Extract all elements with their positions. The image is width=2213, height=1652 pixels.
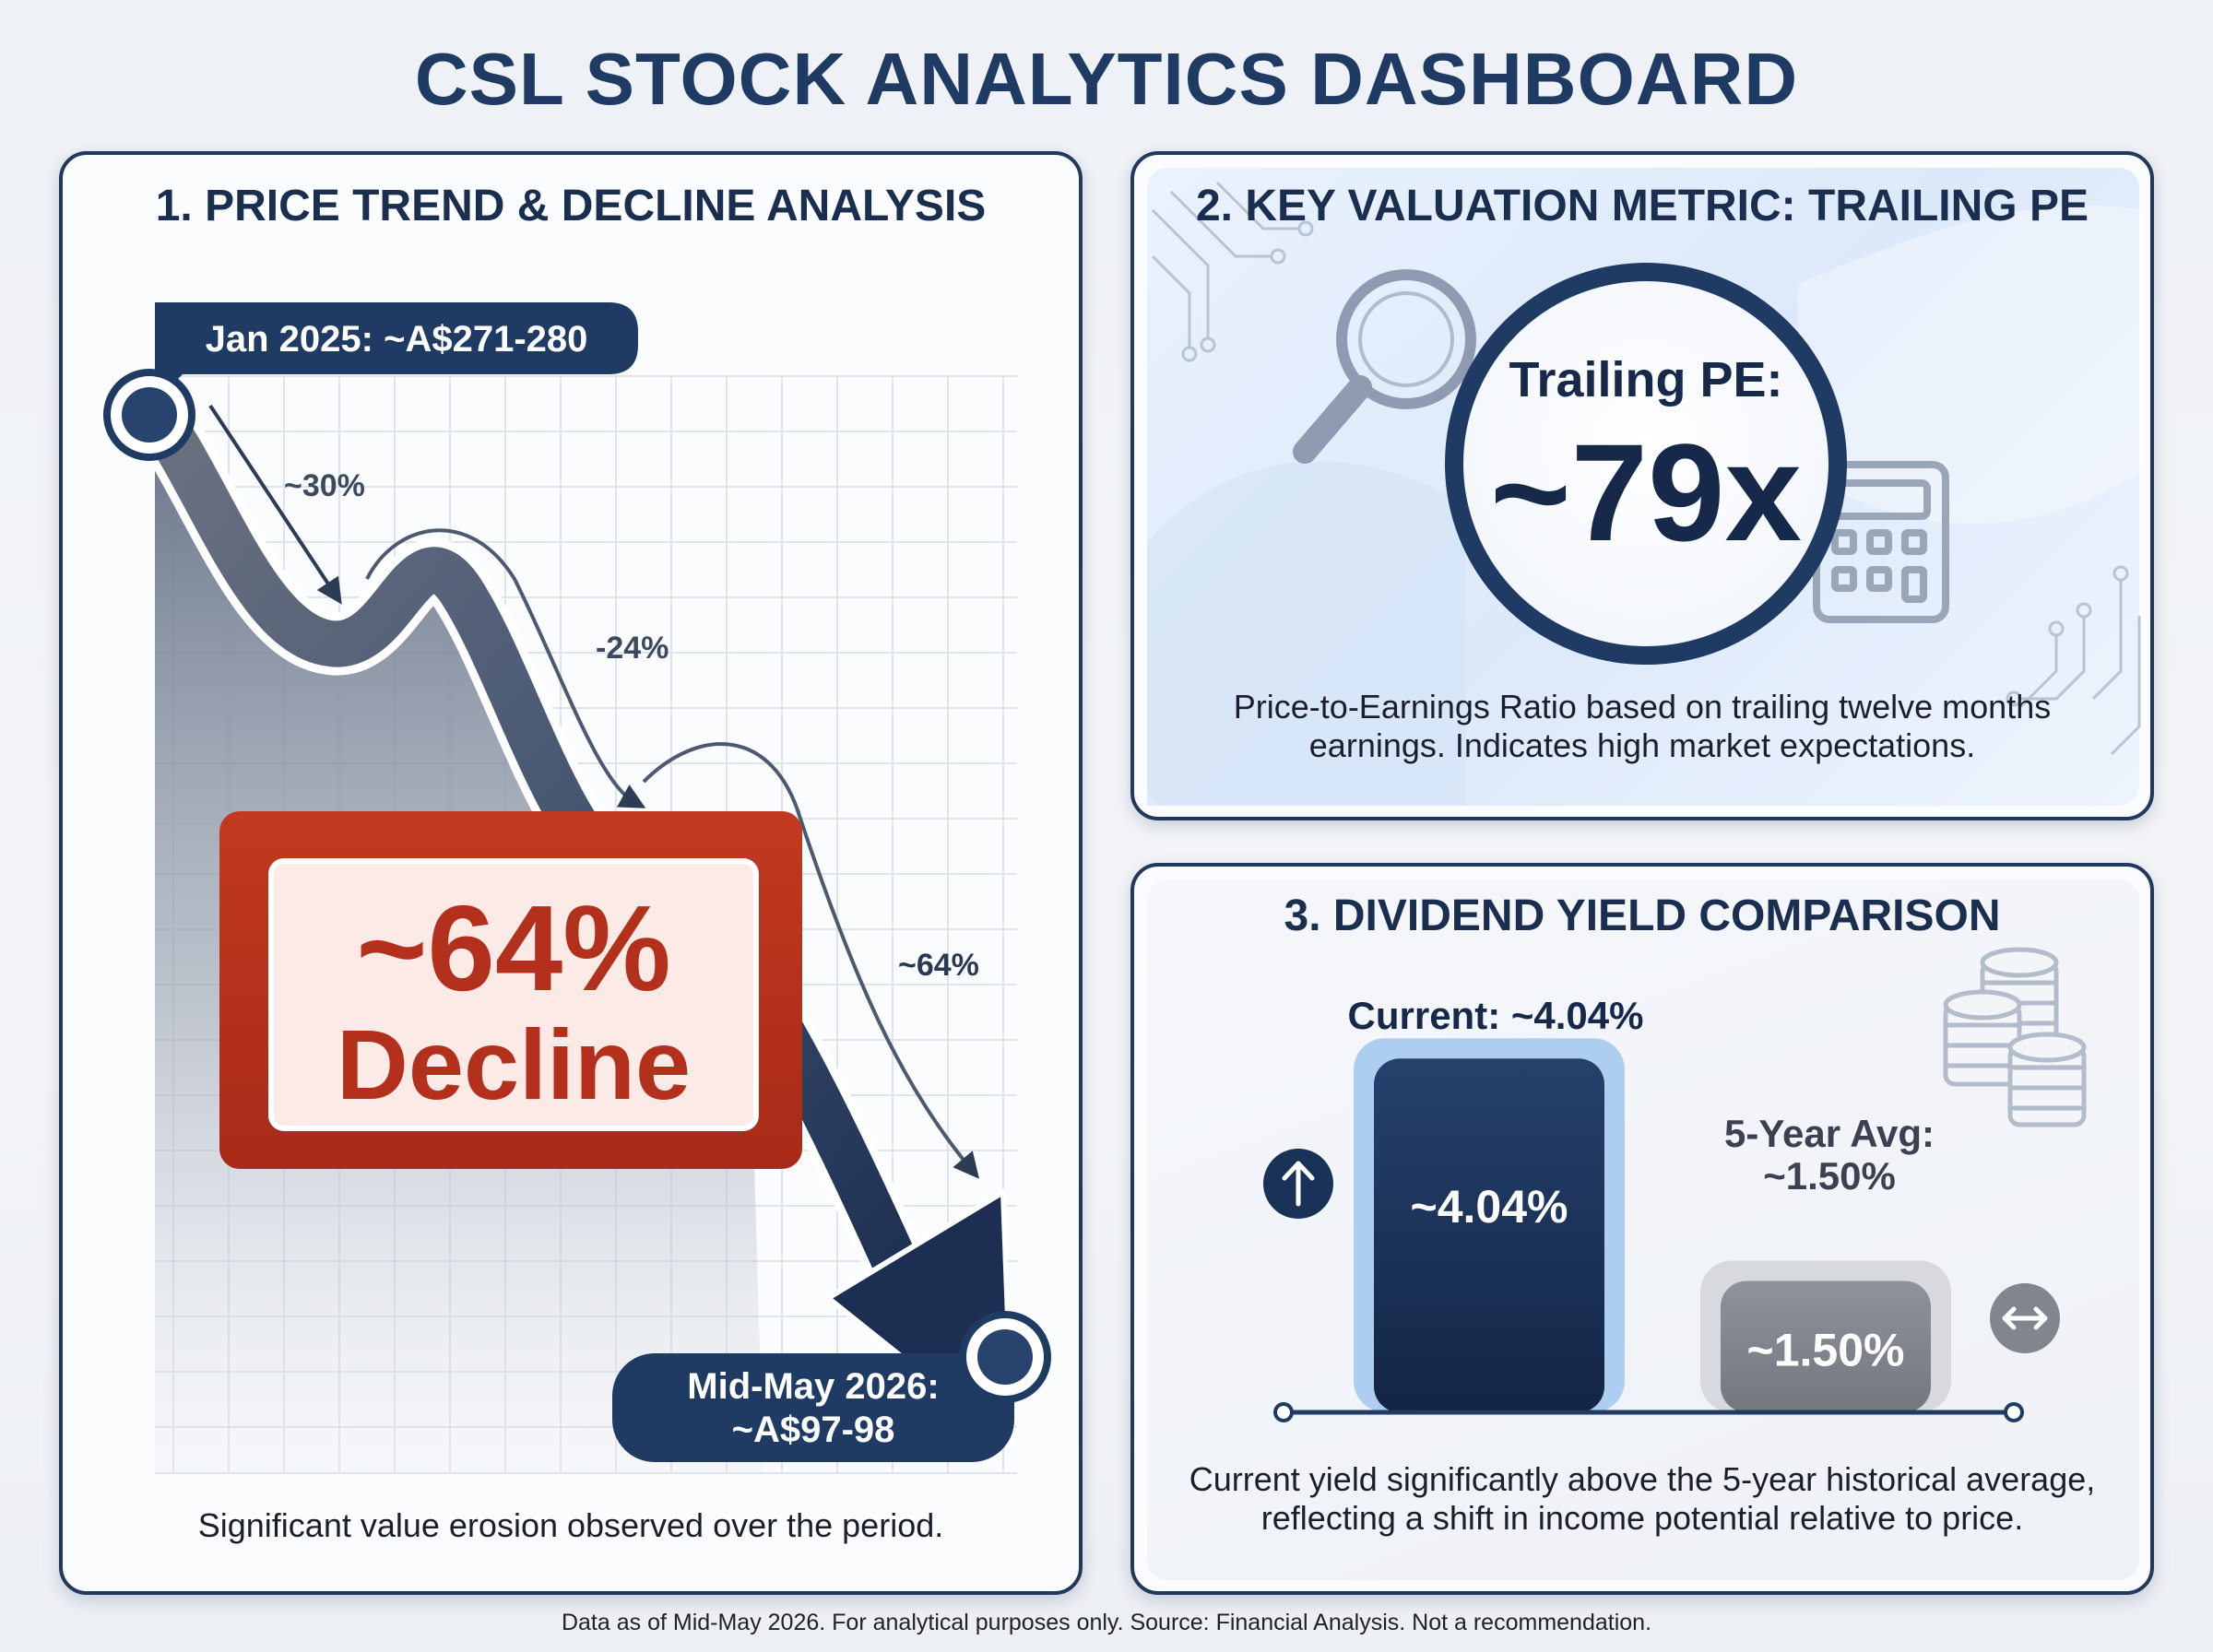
bar-current-value: ~4.04%	[1411, 1181, 1568, 1233]
magnifier-icon	[1293, 269, 1476, 464]
price-trend-chart: ~30% -24% ~64% ~64% Decline Jan 2025: ~A…	[103, 302, 1051, 1474]
current-yield-label: Current: ~4.04%	[1348, 994, 1644, 1037]
decline-percent: ~64%	[356, 880, 670, 1016]
pe-caption-line1: Price-to-Earnings Ratio based on trailin…	[1233, 688, 2052, 726]
pe-wave	[1147, 461, 1466, 806]
end-price-label: Mid-May 2026: ~A$97-98	[612, 1353, 1014, 1462]
dividend-caption-line2: reflecting a shift in income potential r…	[1260, 1499, 2024, 1537]
bar-current	[1374, 1058, 1604, 1412]
price-trend-panel: 1. PRICE TREND & DECLINE ANALYSIS	[59, 151, 1083, 1595]
avg-yield-label-line1: 5-Year Avg:	[1724, 1112, 1935, 1155]
segment-arrow-3	[642, 742, 979, 1179]
pe-caption-line2: earnings. Indicates high market expectat…	[1308, 726, 1976, 764]
end-price-line1: Mid-May 2026:	[687, 1366, 939, 1407]
dividend-caption-line1: Current yield significantly above the 5-…	[1189, 1460, 2096, 1498]
start-price-text: Jan 2025: ~A$271-280	[206, 319, 588, 360]
end-price-line2: ~A$97-98	[732, 1410, 895, 1450]
decline-callout: ~64% Decline	[219, 811, 802, 1169]
pe-panel: Trailing PE: ~79x 2. KEY VALUATION METRI…	[1130, 151, 2154, 820]
start-marker	[103, 369, 195, 461]
avg-yield-label-line2: ~1.50%	[1763, 1154, 1896, 1198]
segment-arrow-2	[365, 528, 646, 808]
pe-metric-value: ~79x	[1490, 415, 1802, 570]
bar-avg	[1721, 1280, 1931, 1412]
decline-word: Decline	[337, 1009, 691, 1120]
pe-panel-title: 2. KEY VALUATION METRIC: TRAILING PE	[1195, 182, 2089, 230]
dividend-bar-chart: Current: ~4.04% 5-Year Avg: ~1.50% ~4.04…	[1263, 947, 2087, 1422]
dividend-panel-title: 3. DIVIDEND YIELD COMPARISON	[1284, 891, 2001, 940]
price-panel-title: 1. PRICE TREND & DECLINE ANALYSIS	[155, 182, 987, 230]
dividend-panel: Current: ~4.04% 5-Year Avg: ~1.50% ~4.04…	[1130, 863, 2154, 1595]
segment-label-3: ~64%	[898, 948, 979, 983]
dashboard-title: CSL STOCK ANALYTICS DASHBOARD	[414, 38, 1799, 120]
footer-disclaimer: Data as of Mid-May 2026. For analytical …	[561, 1610, 1652, 1635]
chart-baseline	[1273, 1402, 2024, 1422]
arrows-horizontal-icon	[1990, 1283, 2060, 1353]
pe-metric-label: Trailing PE:	[1509, 352, 1782, 407]
pe-circle	[1445, 263, 1847, 665]
coins-icon	[1943, 947, 2087, 1127]
price-caption: Significant value erosion observed over …	[197, 1506, 944, 1544]
pe-graphic: Trailing PE: ~79x	[1147, 181, 2145, 806]
segment-label-2: -24%	[596, 631, 669, 666]
arrow-up-icon	[1263, 1149, 1333, 1219]
segment-label-1: ~30%	[284, 468, 365, 503]
end-marker	[959, 1311, 1051, 1403]
segment-arrow-1	[208, 404, 342, 605]
pe-wave-right	[1798, 205, 2145, 524]
start-price-label: Jan 2025: ~A$271-280	[155, 302, 638, 402]
circuit-icon-right	[2006, 565, 2141, 756]
circuit-icon	[1151, 181, 1314, 362]
bar-avg-value: ~1.50%	[1747, 1325, 1905, 1376]
